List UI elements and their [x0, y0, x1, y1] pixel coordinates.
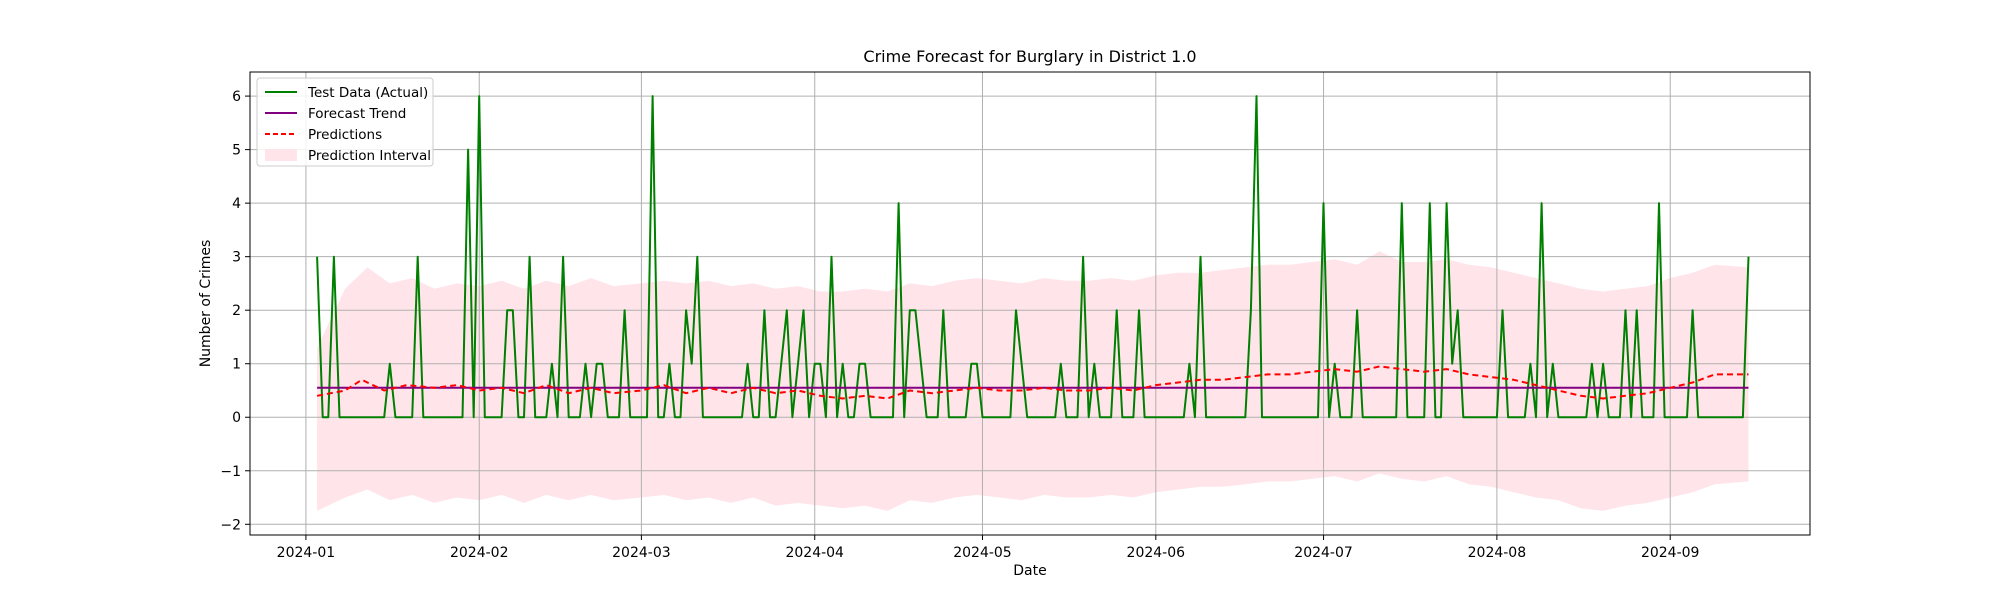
prediction-interval-band	[317, 251, 1749, 511]
legend-label: Predictions	[308, 127, 382, 143]
legend-label: Forecast Trend	[308, 106, 406, 122]
series-layer	[316, 95, 1750, 419]
y-tick-label: 5	[232, 143, 241, 159]
y-tick-label: −1	[220, 464, 241, 480]
y-tick-label: −2	[220, 517, 241, 533]
x-tick-label: 2024-08	[1468, 545, 1527, 561]
legend-label: Test Data (Actual)	[307, 85, 428, 101]
y-axis-label: Number of Crimes	[198, 240, 214, 368]
x-tick-label: 2024-09	[1641, 545, 1700, 561]
legend: Test Data (Actual) Forecast Trend Predicti…	[256, 77, 434, 167]
y-tick-label: 2	[232, 303, 241, 319]
legend-label: Prediction Interval	[308, 148, 431, 164]
x-axis-label: Date	[1013, 563, 1046, 579]
y-tick-label: 6	[232, 89, 241, 105]
series-line-test-data-actual	[316, 95, 1750, 419]
legend-box	[256, 77, 434, 167]
x-tick-label: 2024-03	[612, 545, 671, 561]
x-tick-label: 2024-05	[953, 545, 1012, 561]
x-tick-label: 2024-06	[1127, 545, 1186, 561]
legend-swatch	[265, 149, 297, 161]
prediction-interval-layer	[317, 251, 1749, 511]
y-tick-label: 4	[232, 196, 241, 212]
x-tick-label: 2024-02	[450, 545, 509, 561]
x-tick-label: 2024-01	[277, 545, 336, 561]
y-tick-label: 1	[232, 357, 241, 373]
y-tick-label: 0	[232, 410, 241, 426]
x-tick-label: 2024-04	[785, 545, 844, 561]
series-line-predictions	[316, 365, 1749, 400]
axis-ticks: 2024-01 2024-02 2024-03 2024-04 2024-05 2024-…	[220, 89, 1699, 561]
x-tick-label: 2024-07	[1294, 545, 1353, 561]
y-tick-label: 3	[232, 250, 241, 266]
chart-title: Crime Forecast for Burglary in District …	[863, 47, 1196, 66]
grid	[250, 72, 1810, 535]
plot-frame	[249, 71, 1811, 536]
